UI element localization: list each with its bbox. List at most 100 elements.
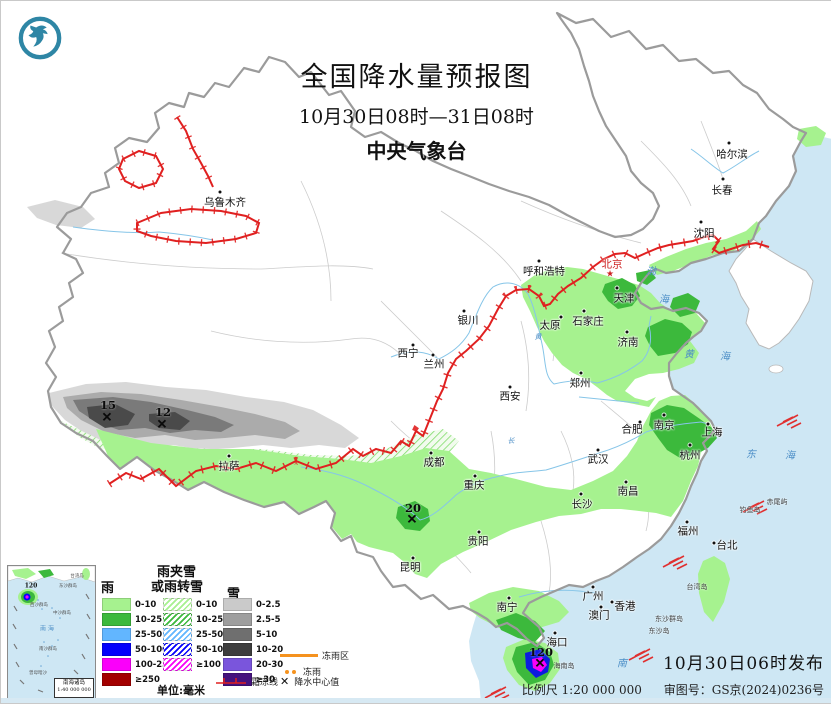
legend-swatch xyxy=(102,673,131,686)
city-label: 南昌 xyxy=(617,485,639,498)
city-label: 乌鲁木齐 xyxy=(204,196,246,209)
legend-snow-scale: 0-2.5 2.5-5 5-10 10-20 20-30 ≥30 xyxy=(223,597,283,687)
legend-swatch xyxy=(102,613,131,626)
city-dot xyxy=(721,177,725,181)
legend-range-label: 0-2.5 xyxy=(256,599,281,610)
inset-island-label: 东沙群岛 xyxy=(59,584,77,589)
city-dot xyxy=(685,520,689,524)
city-label: 兰州 xyxy=(423,358,445,371)
snow-areas xyxy=(27,200,359,450)
map-credits: 比例尺 1:20 000 000 审图号：GS京(2024)0236号 xyxy=(504,681,824,698)
rain-area-magenta xyxy=(532,657,547,672)
map-scale: 比例尺 1:20 000 000 xyxy=(521,683,642,697)
legend-swatch xyxy=(102,643,131,656)
city-label: 香港 xyxy=(614,600,636,613)
south-china-sea-inset: 120 南海 南海诸岛 1:40 000 000 台湾岛 东沙群岛 西沙群岛 中沙群岛… xyxy=(7,565,96,700)
x-marker-icon: ✕ xyxy=(280,675,290,688)
geo-label: 东沙岛 xyxy=(648,627,670,635)
city-label: 沈阳 xyxy=(693,227,715,240)
legend-range-label: 0-10 xyxy=(196,599,218,610)
legend-row: 25-50 xyxy=(163,627,229,642)
geo-label: 海南岛 xyxy=(553,662,575,670)
city-dot xyxy=(431,353,435,357)
city-dot xyxy=(662,413,666,417)
legend-unit: 单位:毫米 xyxy=(157,684,206,697)
legend-freezing-rain: 冻雨 xyxy=(285,665,321,678)
legend-row: 10-25 xyxy=(163,612,229,627)
legend-range-label: ≥30 xyxy=(256,674,275,685)
sea-label: 海 xyxy=(659,294,669,306)
city-label: 呼和浩特 xyxy=(523,265,565,278)
inset-precip-value: 120 xyxy=(24,582,38,590)
city-label: 海口 xyxy=(546,636,568,649)
legend-swatch xyxy=(163,613,192,626)
city-dot xyxy=(624,480,628,484)
sea-label: 南 xyxy=(617,658,627,670)
approval-number: 审图号：GS京(2024)0236号 xyxy=(663,683,824,697)
legend-row: 50-100 xyxy=(163,642,229,657)
city-dot xyxy=(615,286,619,290)
legend-sleet-title-2: 或雨转雪 xyxy=(151,580,204,595)
city-label: 昆明 xyxy=(399,561,421,574)
legend-row: 0-10 xyxy=(163,597,229,612)
city-dot xyxy=(599,605,603,609)
precip-center-value: 20 xyxy=(404,501,422,515)
legend-row: 0-2.5 xyxy=(223,597,283,612)
city-dot xyxy=(411,556,415,560)
city-label: 武汉 xyxy=(587,453,609,466)
legend-row: ≥100 xyxy=(163,657,229,672)
city-label: 澳门 xyxy=(588,609,610,622)
legend-range-label: 20-30 xyxy=(256,659,284,670)
inset-caption-box: 南海诸岛 1:40 000 000 xyxy=(54,678,94,698)
legend-precip-center: ✕ 降水中心值 xyxy=(280,675,340,688)
precip-center-x-marker: ✕ xyxy=(534,656,546,672)
city-dot xyxy=(625,330,629,334)
legend-range-label: 0-10 xyxy=(135,599,157,610)
sea-label: 黄 xyxy=(684,349,694,361)
legend-sleet-scale: 0-10 10-25 25-50 50-100 ≥100 xyxy=(163,597,229,672)
legend-swatch xyxy=(163,628,192,641)
sea-label: 东 xyxy=(746,449,756,461)
legend-sleet-title-1: 雨夹雪 xyxy=(157,565,197,580)
city-label: 长沙 xyxy=(571,498,593,511)
legend-row: 2.5-5 xyxy=(223,612,283,627)
legend-range-label: 2.5-5 xyxy=(256,614,281,625)
precip-center-x-marker: ✕ xyxy=(156,417,168,433)
city-dot xyxy=(727,141,731,145)
city-label: 天津 xyxy=(613,292,635,305)
legend-swatch xyxy=(223,658,252,671)
city-label: 哈尔滨 xyxy=(716,148,748,161)
freezing-zone-line-icon xyxy=(280,654,318,657)
issue-time: 10月30日06时发布 xyxy=(663,654,824,674)
geo-label: 钓鱼岛 xyxy=(739,506,761,514)
bottom-strip xyxy=(1,698,831,703)
legend-row: 10-25 xyxy=(102,612,174,627)
legend-frost-line: 霜冻线 xyxy=(215,675,278,688)
city-label: 拉萨 xyxy=(218,460,240,473)
city-dot xyxy=(508,385,512,389)
legend-swatch xyxy=(163,643,192,656)
legend-freezing-zone: 冻雨区 xyxy=(280,649,349,662)
footer: 10月30日06时发布 比例尺 1:20 000 000 审图号：GS京(202… xyxy=(504,649,824,698)
city-label: 郑州 xyxy=(569,377,591,390)
sea-label: 渤 xyxy=(646,266,656,278)
frost-line xyxy=(106,115,771,492)
city-dot xyxy=(477,530,481,534)
legend-range-label: 10-25 xyxy=(135,614,163,625)
inset-island-label: 南沙群岛 xyxy=(39,647,57,652)
city-dot xyxy=(688,443,692,447)
city-label: 上海 xyxy=(701,426,723,439)
sea-label: 海 xyxy=(720,351,730,363)
korea-landmass xyxy=(728,238,814,350)
legend-swatch xyxy=(163,658,192,671)
precip-center-value: 15 xyxy=(99,398,117,412)
inset-island-label: 西沙群岛 xyxy=(30,603,48,608)
freezing-rain-dot-icon xyxy=(292,669,296,674)
city-label: 长春 xyxy=(711,184,733,197)
legend-row: 100-250 xyxy=(102,657,174,672)
city-dot xyxy=(579,492,583,496)
city-dot xyxy=(411,343,415,347)
city-dot xyxy=(507,596,511,600)
legend-range-label: 50-100 xyxy=(135,644,169,655)
